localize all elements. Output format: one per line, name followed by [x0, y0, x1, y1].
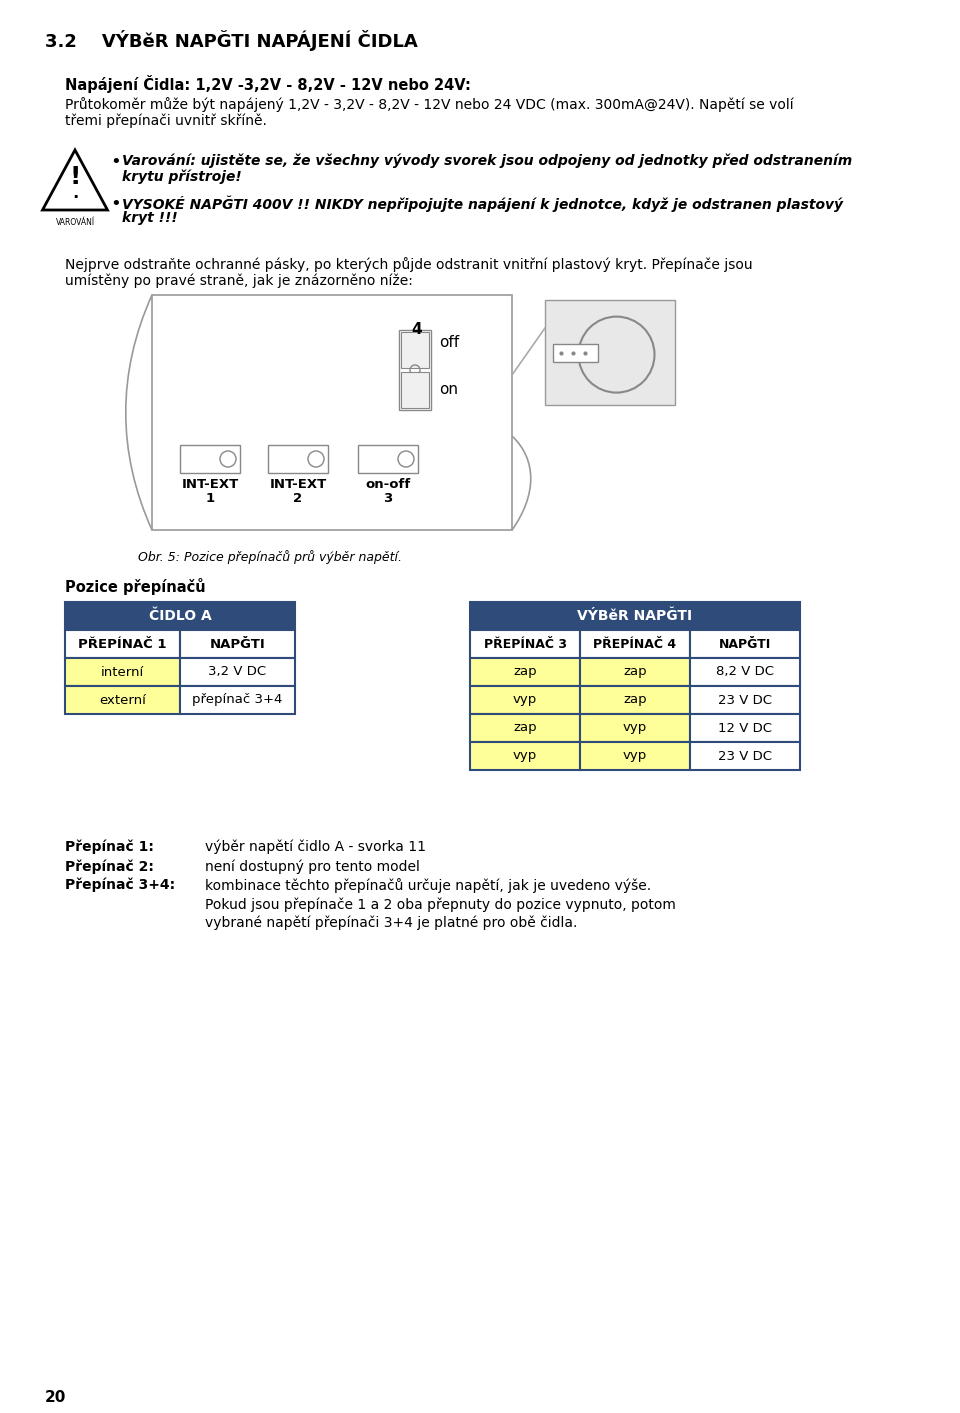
- Text: 3: 3: [383, 492, 393, 504]
- Text: Obr. 5: Pozice přepínačů prů výběr napětí.: Obr. 5: Pozice přepínačů prů výběr napět…: [138, 550, 402, 564]
- Text: 2: 2: [294, 492, 302, 504]
- Bar: [470, 630, 580, 658]
- Text: PŘEPÍNAČ 3: PŘEPÍNAČ 3: [484, 637, 566, 650]
- Text: PŘEPÍNAČ 4: PŘEPÍNAČ 4: [593, 637, 677, 650]
- Text: Nejprve odstraňte ochranné pásky, po kterých půjde odstranit vnitřní plastový kr: Nejprve odstraňte ochranné pásky, po kte…: [65, 257, 753, 271]
- Text: Varování: ujistěte se, že všechny vývody svorek jsou odpojeny od jednotky před o: Varování: ujistěte se, že všechny vývody…: [122, 153, 852, 168]
- Bar: [180, 630, 295, 658]
- Bar: [580, 630, 690, 658]
- Text: 1: 1: [205, 492, 215, 504]
- Text: vyp: vyp: [513, 749, 538, 763]
- Text: on: on: [439, 382, 458, 397]
- Text: 4: 4: [412, 322, 422, 336]
- Bar: [180, 658, 295, 685]
- Bar: [545, 300, 675, 406]
- Bar: [690, 685, 800, 714]
- Bar: [65, 602, 295, 630]
- Bar: [470, 602, 800, 630]
- Text: off: off: [439, 335, 459, 350]
- Bar: [268, 445, 328, 473]
- Text: 23 V DC: 23 V DC: [718, 694, 772, 706]
- Bar: [401, 332, 429, 367]
- Text: NAPĞTI: NAPĞTI: [719, 637, 771, 650]
- Text: interní: interní: [101, 666, 144, 678]
- Bar: [553, 345, 598, 362]
- Text: •: •: [110, 195, 121, 213]
- Text: on-off: on-off: [366, 478, 411, 490]
- Text: Napájení Čidla: 1,2V -3,2V - 8,2V - 12V nebo 24V:: Napájení Čidla: 1,2V -3,2V - 8,2V - 12V …: [65, 75, 470, 93]
- Text: zap: zap: [514, 722, 537, 735]
- Bar: [470, 685, 580, 714]
- Text: INT-EXT: INT-EXT: [270, 478, 326, 490]
- Text: VÝBěR NAPĞTI: VÝBěR NAPĞTI: [577, 609, 692, 623]
- Text: 3,2 V DC: 3,2 V DC: [208, 666, 267, 678]
- Text: 23 V DC: 23 V DC: [718, 749, 772, 763]
- Text: 3.2    VÝBěR NAPĞTI NAPÁJENÍ ČIDLA: 3.2 VÝBěR NAPĞTI NAPÁJENÍ ČIDLA: [45, 30, 418, 51]
- Bar: [580, 714, 690, 742]
- Bar: [152, 295, 512, 530]
- Bar: [401, 372, 429, 408]
- Text: PŘEPÍNAČ 1: PŘEPÍNAČ 1: [79, 637, 167, 650]
- Text: zap: zap: [514, 666, 537, 678]
- Text: není dostupný pro tento model: není dostupný pro tento model: [205, 859, 420, 873]
- Bar: [399, 331, 431, 410]
- Bar: [690, 714, 800, 742]
- Text: Přepínač 2:: Přepínač 2:: [65, 859, 154, 873]
- Text: .: .: [72, 184, 78, 202]
- Text: vyp: vyp: [623, 749, 647, 763]
- Bar: [580, 658, 690, 685]
- Text: ČIDLO A: ČIDLO A: [149, 609, 211, 623]
- Text: 20: 20: [45, 1390, 66, 1405]
- Text: umístěny po pravé straně, jak je znázorněno níže:: umístěny po pravé straně, jak je znázorn…: [65, 273, 413, 287]
- Bar: [580, 685, 690, 714]
- Bar: [180, 445, 240, 473]
- Text: zap: zap: [623, 694, 647, 706]
- Bar: [690, 742, 800, 770]
- Text: INT-EXT: INT-EXT: [181, 478, 239, 490]
- Bar: [65, 658, 180, 685]
- Text: krytu přístroje!: krytu přístroje!: [122, 170, 242, 184]
- Bar: [65, 685, 180, 714]
- Text: kombinace těchto přepínačů určuje napětí, jak je uvedeno výše.: kombinace těchto přepínačů určuje napětí…: [205, 877, 651, 893]
- Bar: [690, 658, 800, 685]
- Bar: [180, 685, 295, 714]
- Text: vyp: vyp: [623, 722, 647, 735]
- Text: třemi přepínači uvnitř skříně.: třemi přepínači uvnitř skříně.: [65, 113, 267, 127]
- Text: •: •: [110, 153, 121, 171]
- Text: 12 V DC: 12 V DC: [718, 722, 772, 735]
- Text: 8,2 V DC: 8,2 V DC: [716, 666, 774, 678]
- Text: Přepínač 3+4:: Přepínač 3+4:: [65, 877, 175, 893]
- Bar: [470, 714, 580, 742]
- Text: Pozice přepínačů: Pozice přepínačů: [65, 578, 205, 595]
- Text: VAROVÁNÍ: VAROVÁNÍ: [56, 218, 95, 227]
- Text: Průtokoměr může být napájený 1,2V - 3,2V - 8,2V - 12V nebo 24 VDC (max. 300mA@24: Průtokoměr může být napájený 1,2V - 3,2V…: [65, 97, 794, 112]
- Text: VYSOKÉ NAPĞTI 400V !! NIKDY nepřipojujte napájení k jednotce, když je odstranen : VYSOKÉ NAPĞTI 400V !! NIKDY nepřipojujte…: [122, 195, 843, 212]
- Bar: [65, 630, 180, 658]
- Bar: [358, 445, 418, 473]
- Text: výběr napětí čidlo A - svorka 11: výběr napětí čidlo A - svorka 11: [205, 839, 426, 855]
- Bar: [470, 658, 580, 685]
- Text: Pokud jsou přepínače 1 a 2 oba přepnuty do pozice vypnuto, potom: Pokud jsou přepínače 1 a 2 oba přepnuty …: [205, 897, 676, 911]
- Text: vyp: vyp: [513, 694, 538, 706]
- Text: !: !: [69, 165, 81, 189]
- Bar: [690, 630, 800, 658]
- Text: přepínač 3+4: přepínač 3+4: [192, 694, 282, 706]
- Text: vybrané napětí přepínači 3+4 je platné pro obě čidla.: vybrané napětí přepínači 3+4 je platné p…: [205, 916, 577, 931]
- Text: zap: zap: [623, 666, 647, 678]
- Text: kryt !!!: kryt !!!: [122, 211, 178, 225]
- Text: externí: externí: [99, 694, 146, 706]
- Bar: [470, 742, 580, 770]
- Text: Přepínač 1:: Přepínač 1:: [65, 839, 154, 855]
- Text: NAPĞTI: NAPĞTI: [209, 637, 265, 650]
- Bar: [580, 742, 690, 770]
